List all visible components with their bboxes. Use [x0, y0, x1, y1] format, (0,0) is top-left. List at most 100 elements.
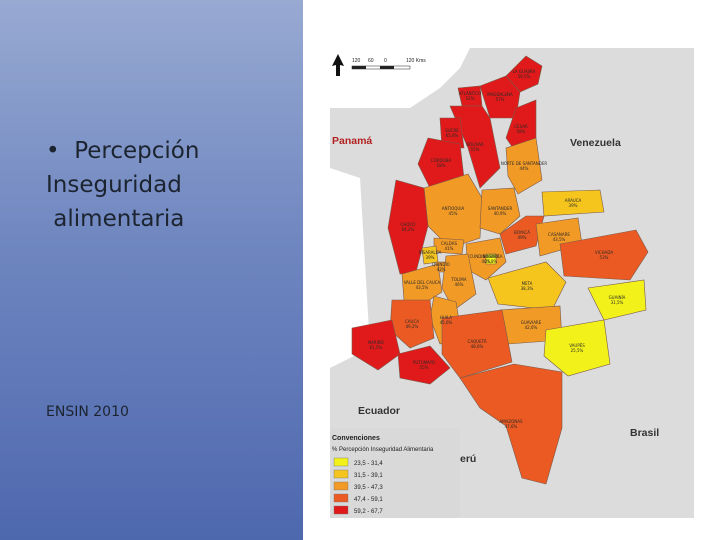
dept-name-label: CALDAS [441, 241, 458, 246]
legend-items: 23,5 - 31,4 31,5 - 39,1 39,5 - 47,3 47,4 - … [333, 457, 383, 515]
dept-putumayo[interactable] [397, 345, 451, 385]
dept-value-label: 55% [471, 147, 480, 152]
dept-value-label: 40% [482, 259, 491, 264]
dept-name-label: CESAR [514, 124, 528, 129]
legend-swatch [333, 457, 349, 467]
dept-name-label: ARAUCA [565, 198, 582, 203]
scale-bar: 120 60 0 120 Kms [351, 58, 426, 70]
dept-bolivar[interactable] [449, 105, 501, 189]
dept-value-label: 40,9% [494, 211, 507, 216]
dept-value-label: 48,6% [471, 344, 484, 349]
dept-value-label: 38,3% [521, 286, 534, 291]
dept-bogota[interactable] [485, 253, 497, 265]
dept-value-label: 44% [520, 166, 529, 171]
dept-magdalena[interactable] [479, 75, 521, 119]
dept-value-label: 46% [455, 282, 464, 287]
bullet-line-1: • Percepción [46, 138, 200, 164]
dept-value-label: 43,5% [553, 237, 566, 242]
dept-name-label: CUNDINAMARCA [470, 254, 503, 259]
dept-value-label: 45% [449, 211, 458, 216]
dept-value-label: 41% [445, 246, 454, 251]
dept-guainia[interactable] [587, 279, 647, 321]
dept-santander[interactable] [479, 187, 521, 235]
scale-tick-3: 120 Kms [406, 58, 426, 64]
pacific-ocean [330, 168, 370, 368]
legend: Convenciones % Percepción Inseguridad Al… [330, 428, 460, 518]
dept-caqueta[interactable] [441, 309, 513, 379]
dept-value-label: 58% [517, 129, 526, 134]
country-label-brasil: Brasil [630, 427, 659, 439]
dept-value-label: 59,5% [518, 74, 531, 79]
dept-name-label: QUINDÍO [432, 262, 450, 267]
country-label-ecuador: Ecuador [358, 405, 400, 417]
dept-value-label: 49,2% [406, 324, 419, 329]
dept-name-label: ANTIOQUIA [442, 206, 465, 211]
legend-swatch [333, 505, 349, 515]
dept-name-label: RISARALDA [419, 250, 442, 255]
dept-norte-de-santander[interactable] [505, 137, 543, 195]
dept-vichada[interactable] [559, 229, 649, 281]
dept-value-label: 58% [437, 163, 446, 168]
dept-name-label: MAGDALENA [487, 92, 513, 97]
dept-value-label: 47,6% [505, 424, 518, 429]
dept-name-label: VAUPÉS [569, 343, 585, 348]
dept-value-label: 27,8% [485, 259, 498, 264]
dept-name-label: PUTUMAYO [413, 360, 435, 365]
dept-name-label: LA GUAJIRA [513, 69, 536, 74]
legend-swatch [333, 481, 349, 491]
dept-sucre[interactable] [439, 117, 465, 149]
dept-meta[interactable] [487, 261, 567, 311]
dept-amazonas[interactable] [459, 363, 563, 485]
dept-valle-del-cauca[interactable] [401, 263, 443, 307]
dept-vaupes[interactable] [543, 319, 611, 377]
scale-tick-1: 60 [368, 58, 374, 64]
dept-name-label: CAQUETÁ [468, 339, 487, 344]
legend-range-label: 39,5 - 47,3 [354, 485, 383, 491]
north-arrow-icon [330, 52, 346, 78]
dept-name-label: ATLÁNTICO [459, 91, 481, 96]
dept-name-label: GUAINÍA [609, 295, 626, 300]
dept-value-label: 45,6% [440, 320, 453, 325]
bullet-icon: • [46, 138, 60, 164]
dept-value-label: 53% [600, 255, 609, 260]
dept-value-label: 52% [466, 96, 475, 101]
dept-name-label: NORTE DE SANTANDER [501, 161, 548, 166]
dept-value-label: 39% [569, 203, 578, 208]
dept-narino[interactable] [351, 319, 401, 371]
dept-value-label: 55% [420, 365, 429, 370]
dept-tolima[interactable] [441, 253, 477, 311]
legend-heading: Convenciones [332, 435, 380, 442]
dept-value-label: 49% [518, 235, 527, 240]
dept-name-label: CÓRDOBA [431, 158, 452, 163]
legend-range-label: 23,5 - 31,4 [354, 461, 383, 467]
legend-swatch [333, 493, 349, 503]
legend-swatch [333, 469, 349, 479]
dept-value-label: 43% [437, 267, 446, 272]
dept-name-label: HUILA [440, 315, 452, 320]
dept-value-label: 64,2% [402, 227, 415, 232]
dept-value-label: 61,5% [370, 345, 383, 350]
legend-range-label: 47,4 - 59,1 [354, 497, 383, 503]
dept-value-label: 25,5% [571, 348, 584, 353]
caribbean-sea [330, 48, 470, 108]
title-panel [0, 0, 303, 540]
legend-range-label: 31,5 - 39,1 [354, 473, 383, 479]
dept-name-label: SANTANDER [488, 206, 513, 211]
source-label: ENSIN 2010 [46, 404, 129, 420]
dept-arauca[interactable] [541, 189, 605, 217]
legend-range-label: 59,2 - 67,7 [354, 509, 383, 515]
dept-name-label: CHOCÓ [401, 222, 416, 227]
dept-value-label: 43,5% [416, 285, 429, 290]
scale-tick-2: 0 [384, 58, 387, 64]
dept-name-label: BOGOTÁ [483, 254, 500, 259]
dept-name-label: SUCRE [445, 128, 459, 133]
bullet-line-2: Inseguridad [46, 172, 182, 198]
dept-name-label: BOYACÁ [514, 230, 530, 235]
dept-value-label: 42,6% [525, 325, 538, 330]
dept-value-label: 57% [496, 97, 505, 102]
dept-name-label: VALLE DEL CAUCA [404, 280, 441, 285]
dept-name-label: CAUCA [405, 319, 419, 324]
dept-name-label: VICHADA [595, 250, 613, 255]
departments-layer [351, 55, 649, 485]
